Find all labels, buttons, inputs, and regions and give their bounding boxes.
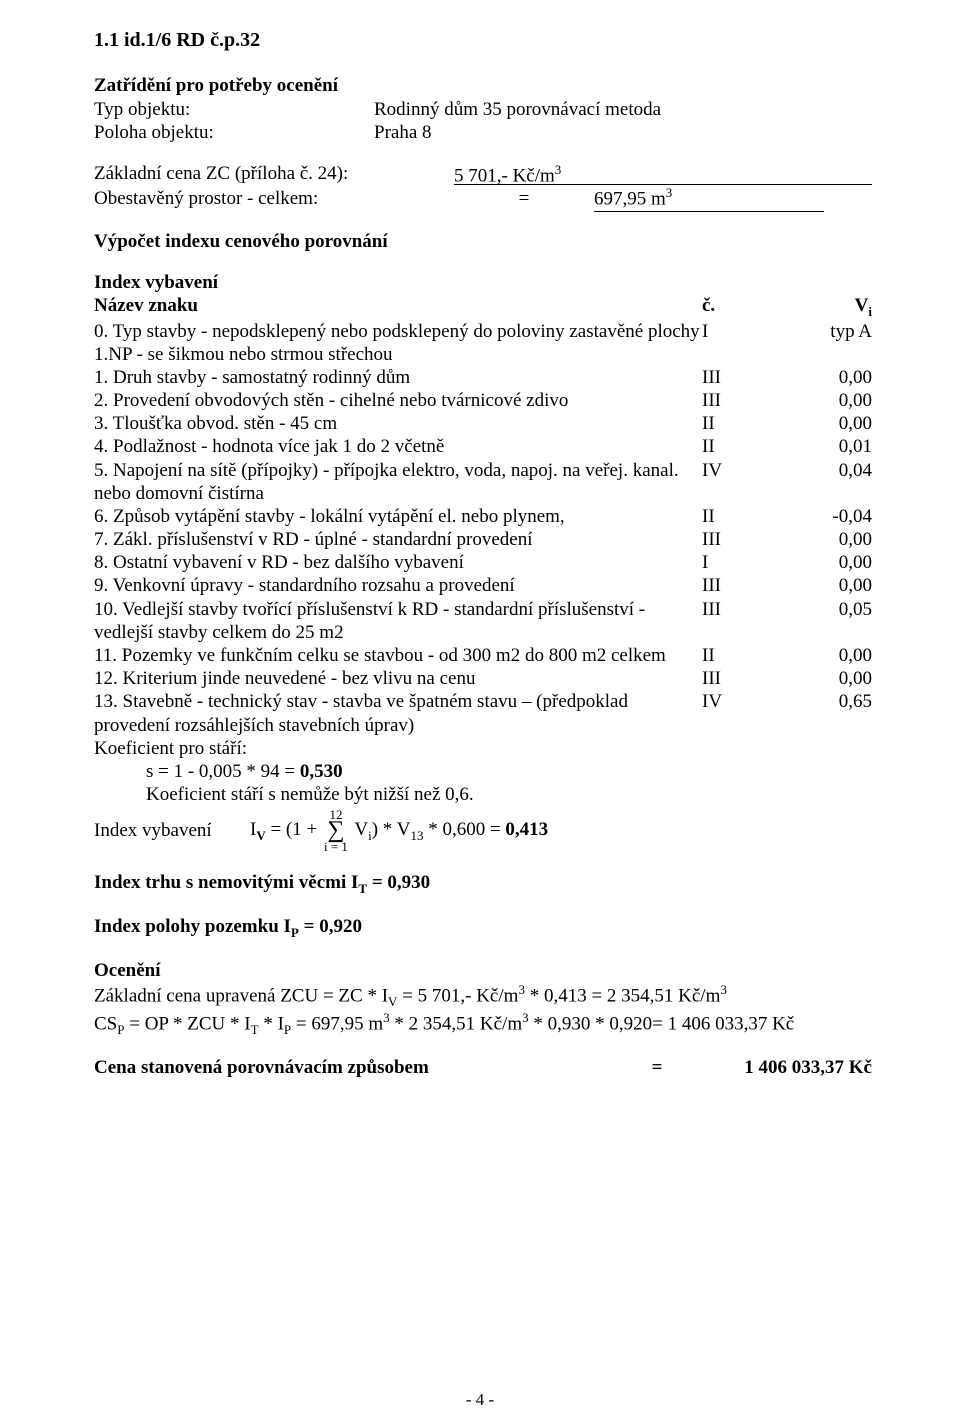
row-value: 0,65 [802, 690, 872, 736]
market-index-line: Index trhu s nemovitými věcmi IT = 0,930 [94, 871, 872, 897]
table-row: 10. Vedlejší stavby tvořící příslušenstv… [94, 598, 872, 644]
table-row: 6. Způsob vytápění stavby - lokální vytá… [94, 505, 872, 528]
table-row: 9. Venkovní úpravy - standardního rozsah… [94, 574, 872, 597]
koef-note: Koeficient stáří s nemůže být nižší než … [94, 783, 872, 806]
doc-heading: 1.1 id.1/6 RD č.p.32 [94, 28, 872, 52]
row-value: 0,05 [802, 598, 872, 644]
table-row: 3. Tloušťka obvod. stěn - 45 cmII0,00 [94, 412, 872, 435]
row-text: 1. Druh stavby - samostatný rodinný dům [94, 366, 702, 389]
hdr-name: Název znaku [94, 294, 702, 320]
value-object-location: Praha 8 [374, 121, 872, 144]
row-text: 8. Ostatní vybavení v RD - bez dalšího v… [94, 551, 702, 574]
hdr-v: Vi [802, 294, 872, 320]
row-value: 0,01 [802, 435, 872, 458]
table-header: Název znaku č. Vi [94, 294, 872, 320]
row-value: 0,00 [802, 389, 872, 412]
koef-s-line: s = 1 - 0,005 * 94 = 0,530 [94, 760, 872, 783]
table-row: 8. Ostatní vybavení v RD - bez dalšího v… [94, 551, 872, 574]
row-code: IV [702, 459, 802, 505]
row-object-location: Poloha objektu: Praha 8 [94, 121, 872, 144]
row-text: 2. Provedení obvodových stěn - cihelné n… [94, 389, 702, 412]
row-code: III [702, 574, 802, 597]
eq-built-space: = [454, 187, 594, 210]
label-object-location: Poloha objektu: [94, 121, 374, 144]
final-label: Cena stanovená porovnávacím způsobem [94, 1056, 612, 1079]
page-root: 1.1 id.1/6 RD č.p.32 Zatřídění pro potře… [0, 0, 960, 1425]
row-value: 0,00 [802, 528, 872, 551]
value-base-price: 5 701,- Kč/m [454, 165, 555, 186]
row-code: II [702, 435, 802, 458]
row-text: 9. Venkovní úpravy - standardního rozsah… [94, 574, 702, 597]
label-base-price: Základní cena ZC (příloha č. 24): [94, 162, 454, 185]
row-built-space: Obestavěný prostor - celkem: = 697,95 m3 [94, 185, 872, 212]
table-row: 13. Stavebně - technický stav - stavba v… [94, 690, 872, 736]
row-text: 0. Typ stavby - nepodsklepený nebo podsk… [94, 320, 702, 366]
row-text: 13. Stavebně - technický stav - stavba v… [94, 690, 702, 736]
row-code: II [702, 505, 802, 528]
row-code: III [702, 389, 802, 412]
row-value: -0,04 [802, 505, 872, 528]
table-row: 0. Typ stavby - nepodsklepený nebo podsk… [94, 320, 872, 366]
row-code: III [702, 667, 802, 690]
classification-title: Zatřídění pro potřeby ocenění [94, 74, 872, 97]
row-base-price: Základní cena ZC (příloha č. 24): 5 701,… [94, 162, 872, 185]
zcu-line: Základní cena upravená ZCU = ZC * IV = 5… [94, 982, 872, 1010]
page-number: - 4 - [0, 1390, 960, 1411]
hdr-c: č. [702, 294, 802, 320]
row-code: I [702, 320, 802, 366]
index-formula: Index vybavení IV = (1 + 12 ∑ i = 1 Vi) … [94, 808, 872, 853]
table-body: 0. Typ stavby - nepodsklepený nebo podsk… [94, 320, 872, 737]
row-value: typ A [802, 320, 872, 366]
row-code: III [702, 528, 802, 551]
oceneni-title: Ocenění [94, 959, 872, 982]
row-text: 11. Pozemky ve funkčním celku se stavbou… [94, 644, 702, 667]
value-built-space-cell: 697,95 m3 [594, 185, 872, 212]
row-text: 5. Napojení na sítě (přípojky) - přípojk… [94, 459, 702, 505]
table-row: 2. Provedení obvodových stěn - cihelné n… [94, 389, 872, 412]
row-value: 0,00 [802, 412, 872, 435]
row-text: 10. Vedlejší stavby tvořící příslušenstv… [94, 598, 702, 644]
table-row: 11. Pozemky ve funkčním celku se stavbou… [94, 644, 872, 667]
row-code: I [702, 551, 802, 574]
koef-label: Koeficient pro stáří: [94, 737, 872, 760]
value-base-price-cell: 5 701,- Kč/m3 [454, 162, 872, 185]
row-text: 7. Zákl. příslušenství v RD - úplné - st… [94, 528, 702, 551]
value-built-space: 697,95 m [594, 188, 666, 209]
table-row: 5. Napojení na sítě (přípojky) - přípojk… [94, 459, 872, 505]
row-value: 0,00 [802, 574, 872, 597]
row-value: 0,00 [802, 551, 872, 574]
row-value: 0,00 [802, 667, 872, 690]
value-object-type: Rodinný dům 35 porovnávací metoda [374, 98, 872, 121]
idx-formula-body: IV = (1 + 12 ∑ i = 1 Vi) * V13 * 0,600 =… [250, 808, 548, 853]
cs-line: CSP = OP * ZCU * IT * IP = 697,95 m3 * 2… [94, 1010, 872, 1038]
row-value: 0,04 [802, 459, 872, 505]
row-text: 6. Způsob vytápění stavby - lokální vytá… [94, 505, 702, 528]
final-line: Cena stanovená porovnávacím způsobem = 1… [94, 1056, 872, 1079]
row-value: 0,00 [802, 644, 872, 667]
built-space-sup: 3 [666, 185, 673, 200]
row-object-type: Typ objektu: Rodinný dům 35 porovnávací … [94, 98, 872, 121]
table-row: 7. Zákl. příslušenství v RD - úplné - st… [94, 528, 872, 551]
row-code: III [702, 366, 802, 389]
row-text: 3. Tloušťka obvod. stěn - 45 cm [94, 412, 702, 435]
calc-title: Výpočet indexu cenového porovnání [94, 230, 872, 253]
row-value: 0,00 [802, 366, 872, 389]
table-row: 12. Kriterium jinde neuvedené - bez vliv… [94, 667, 872, 690]
final-value: 1 406 033,37 Kč [702, 1056, 872, 1079]
row-code: II [702, 644, 802, 667]
base-price-sup: 3 [555, 162, 562, 177]
final-eq: = [612, 1056, 702, 1079]
row-text: 4. Podlažnost - hodnota více jak 1 do 2 … [94, 435, 702, 458]
table-row: 1. Druh stavby - samostatný rodinný důmI… [94, 366, 872, 389]
row-code: II [702, 412, 802, 435]
index-title: Index vybavení [94, 271, 872, 294]
table-row: 4. Podlažnost - hodnota více jak 1 do 2 … [94, 435, 872, 458]
row-code: III [702, 598, 802, 644]
row-code: IV [702, 690, 802, 736]
label-object-type: Typ objektu: [94, 98, 374, 121]
location-index-line: Index polohy pozemku IP = 0,920 [94, 915, 872, 941]
label-built-space: Obestavěný prostor - celkem: [94, 187, 454, 210]
idx-formula-label: Index vybavení [94, 819, 250, 842]
row-text: 12. Kriterium jinde neuvedené - bez vliv… [94, 667, 702, 690]
